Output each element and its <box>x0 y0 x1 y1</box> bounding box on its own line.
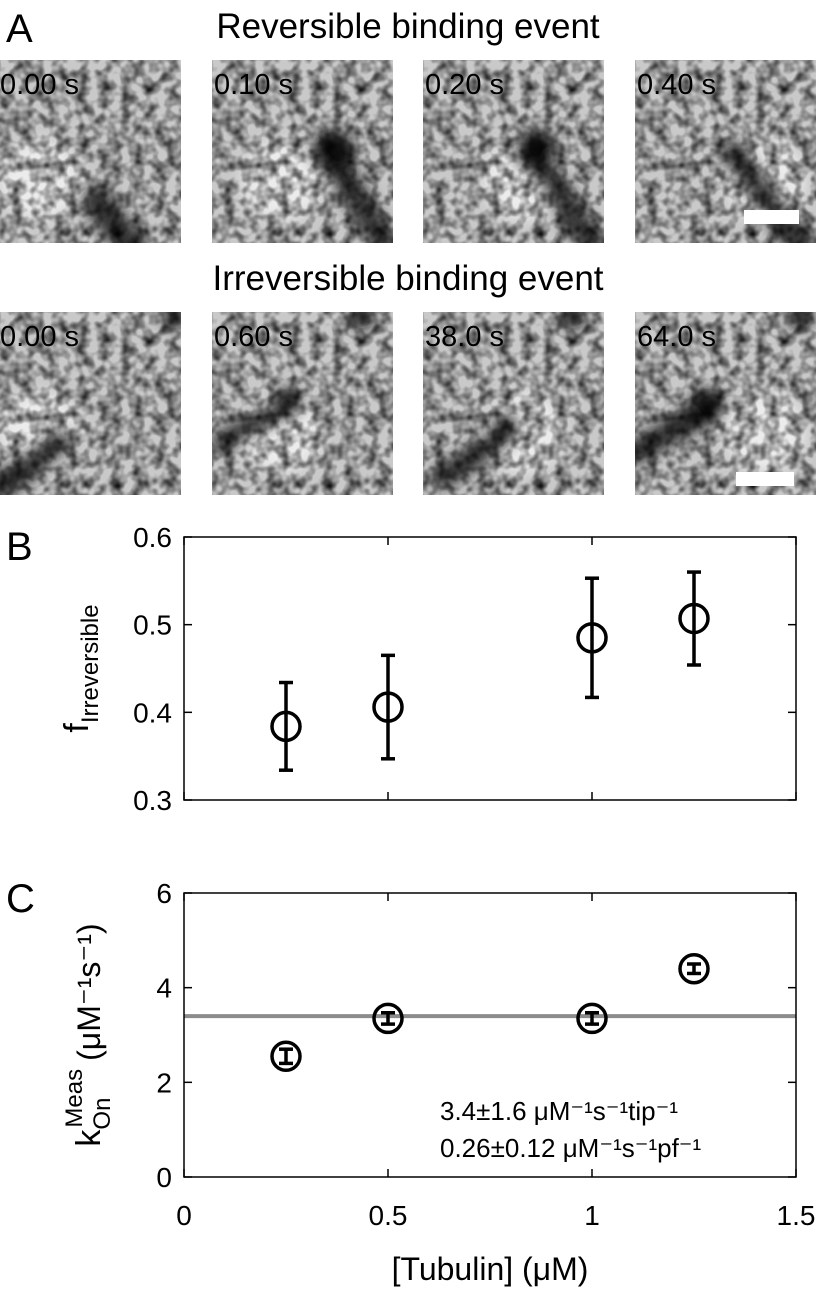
y-label-subscript: Irreversible <box>77 604 104 723</box>
image-noise <box>212 60 393 243</box>
row-title: Reversible binding event <box>216 7 600 46</box>
panel-label: C <box>6 877 35 921</box>
annotation: 0.26±0.12 μM⁻¹s⁻¹pf⁻¹ <box>440 1133 702 1163</box>
y-label-units: (μM⁻¹s⁻¹) <box>71 923 107 1061</box>
y-tick-label: 4 <box>156 973 172 1004</box>
micrograph <box>212 60 393 243</box>
image-noise <box>423 312 604 495</box>
marker <box>678 952 710 985</box>
frame-time: 38.0 s <box>425 321 504 353</box>
marker <box>372 691 404 723</box>
image-noise <box>212 312 393 495</box>
scale-bar <box>736 472 794 486</box>
y-label-superscript: Meas <box>61 1069 88 1128</box>
frame-time: 0.00 s <box>0 69 79 101</box>
marker <box>678 602 710 635</box>
micrograph <box>212 312 393 495</box>
x-tick-label: 1.5 <box>777 1200 816 1231</box>
frame-time: 64.0 s <box>637 321 716 353</box>
y-label-symbol: f <box>58 723 96 733</box>
frame-time: 0.20 s <box>425 69 504 101</box>
annotation: 3.4±1.6 μM⁻¹s⁻¹tip⁻¹ <box>440 1096 678 1126</box>
frame-time: 0.40 s <box>637 69 716 101</box>
micrograph <box>423 60 604 243</box>
row-title: Irreversible binding event <box>212 259 603 298</box>
marker <box>270 710 302 743</box>
frame-time: 0.10 s <box>214 69 293 101</box>
marker <box>576 622 608 654</box>
y-tick-label: 6 <box>156 878 172 909</box>
micrograph <box>0 60 181 243</box>
frame-time: 0.60 s <box>214 321 293 353</box>
y-tick-label: 0.6 <box>133 522 172 553</box>
scale-bar <box>744 210 799 224</box>
marker <box>576 1002 608 1035</box>
panel-label: B <box>6 525 33 569</box>
x-tick-label: 0.5 <box>369 1200 408 1231</box>
marker <box>270 1040 302 1073</box>
x-tick-label: 0 <box>176 1200 192 1231</box>
x-axis-label: [Tubulin] (μM) <box>392 1251 589 1287</box>
image-noise <box>0 312 181 495</box>
image-noise <box>423 60 604 243</box>
plot-frame <box>183 536 797 801</box>
y-label-subscript: On <box>89 1098 116 1130</box>
y-axis-label: fIrreversible <box>58 604 104 732</box>
y-tick-label: 0.5 <box>133 610 172 641</box>
y-label-symbol: k <box>70 1129 108 1147</box>
x-tick-label: 1 <box>584 1200 600 1231</box>
y-tick-label: 0.3 <box>133 785 172 816</box>
y-tick-label: 0 <box>156 1162 172 1193</box>
y-axis-label: kOnMeas (μM⁻¹s⁻¹) <box>61 923 116 1146</box>
micrograph <box>423 312 604 495</box>
y-tick-label: 2 <box>156 1067 172 1098</box>
panel-label: A <box>6 7 33 51</box>
frame-time: 0.00 s <box>0 321 79 353</box>
y-tick-label: 0.4 <box>133 697 172 728</box>
micrograph <box>635 312 816 495</box>
plot-frame <box>183 892 797 1178</box>
marker <box>372 1002 404 1035</box>
micrograph <box>0 312 181 495</box>
image-noise <box>0 60 181 243</box>
micrograph <box>635 60 816 243</box>
image-noise <box>635 312 816 495</box>
